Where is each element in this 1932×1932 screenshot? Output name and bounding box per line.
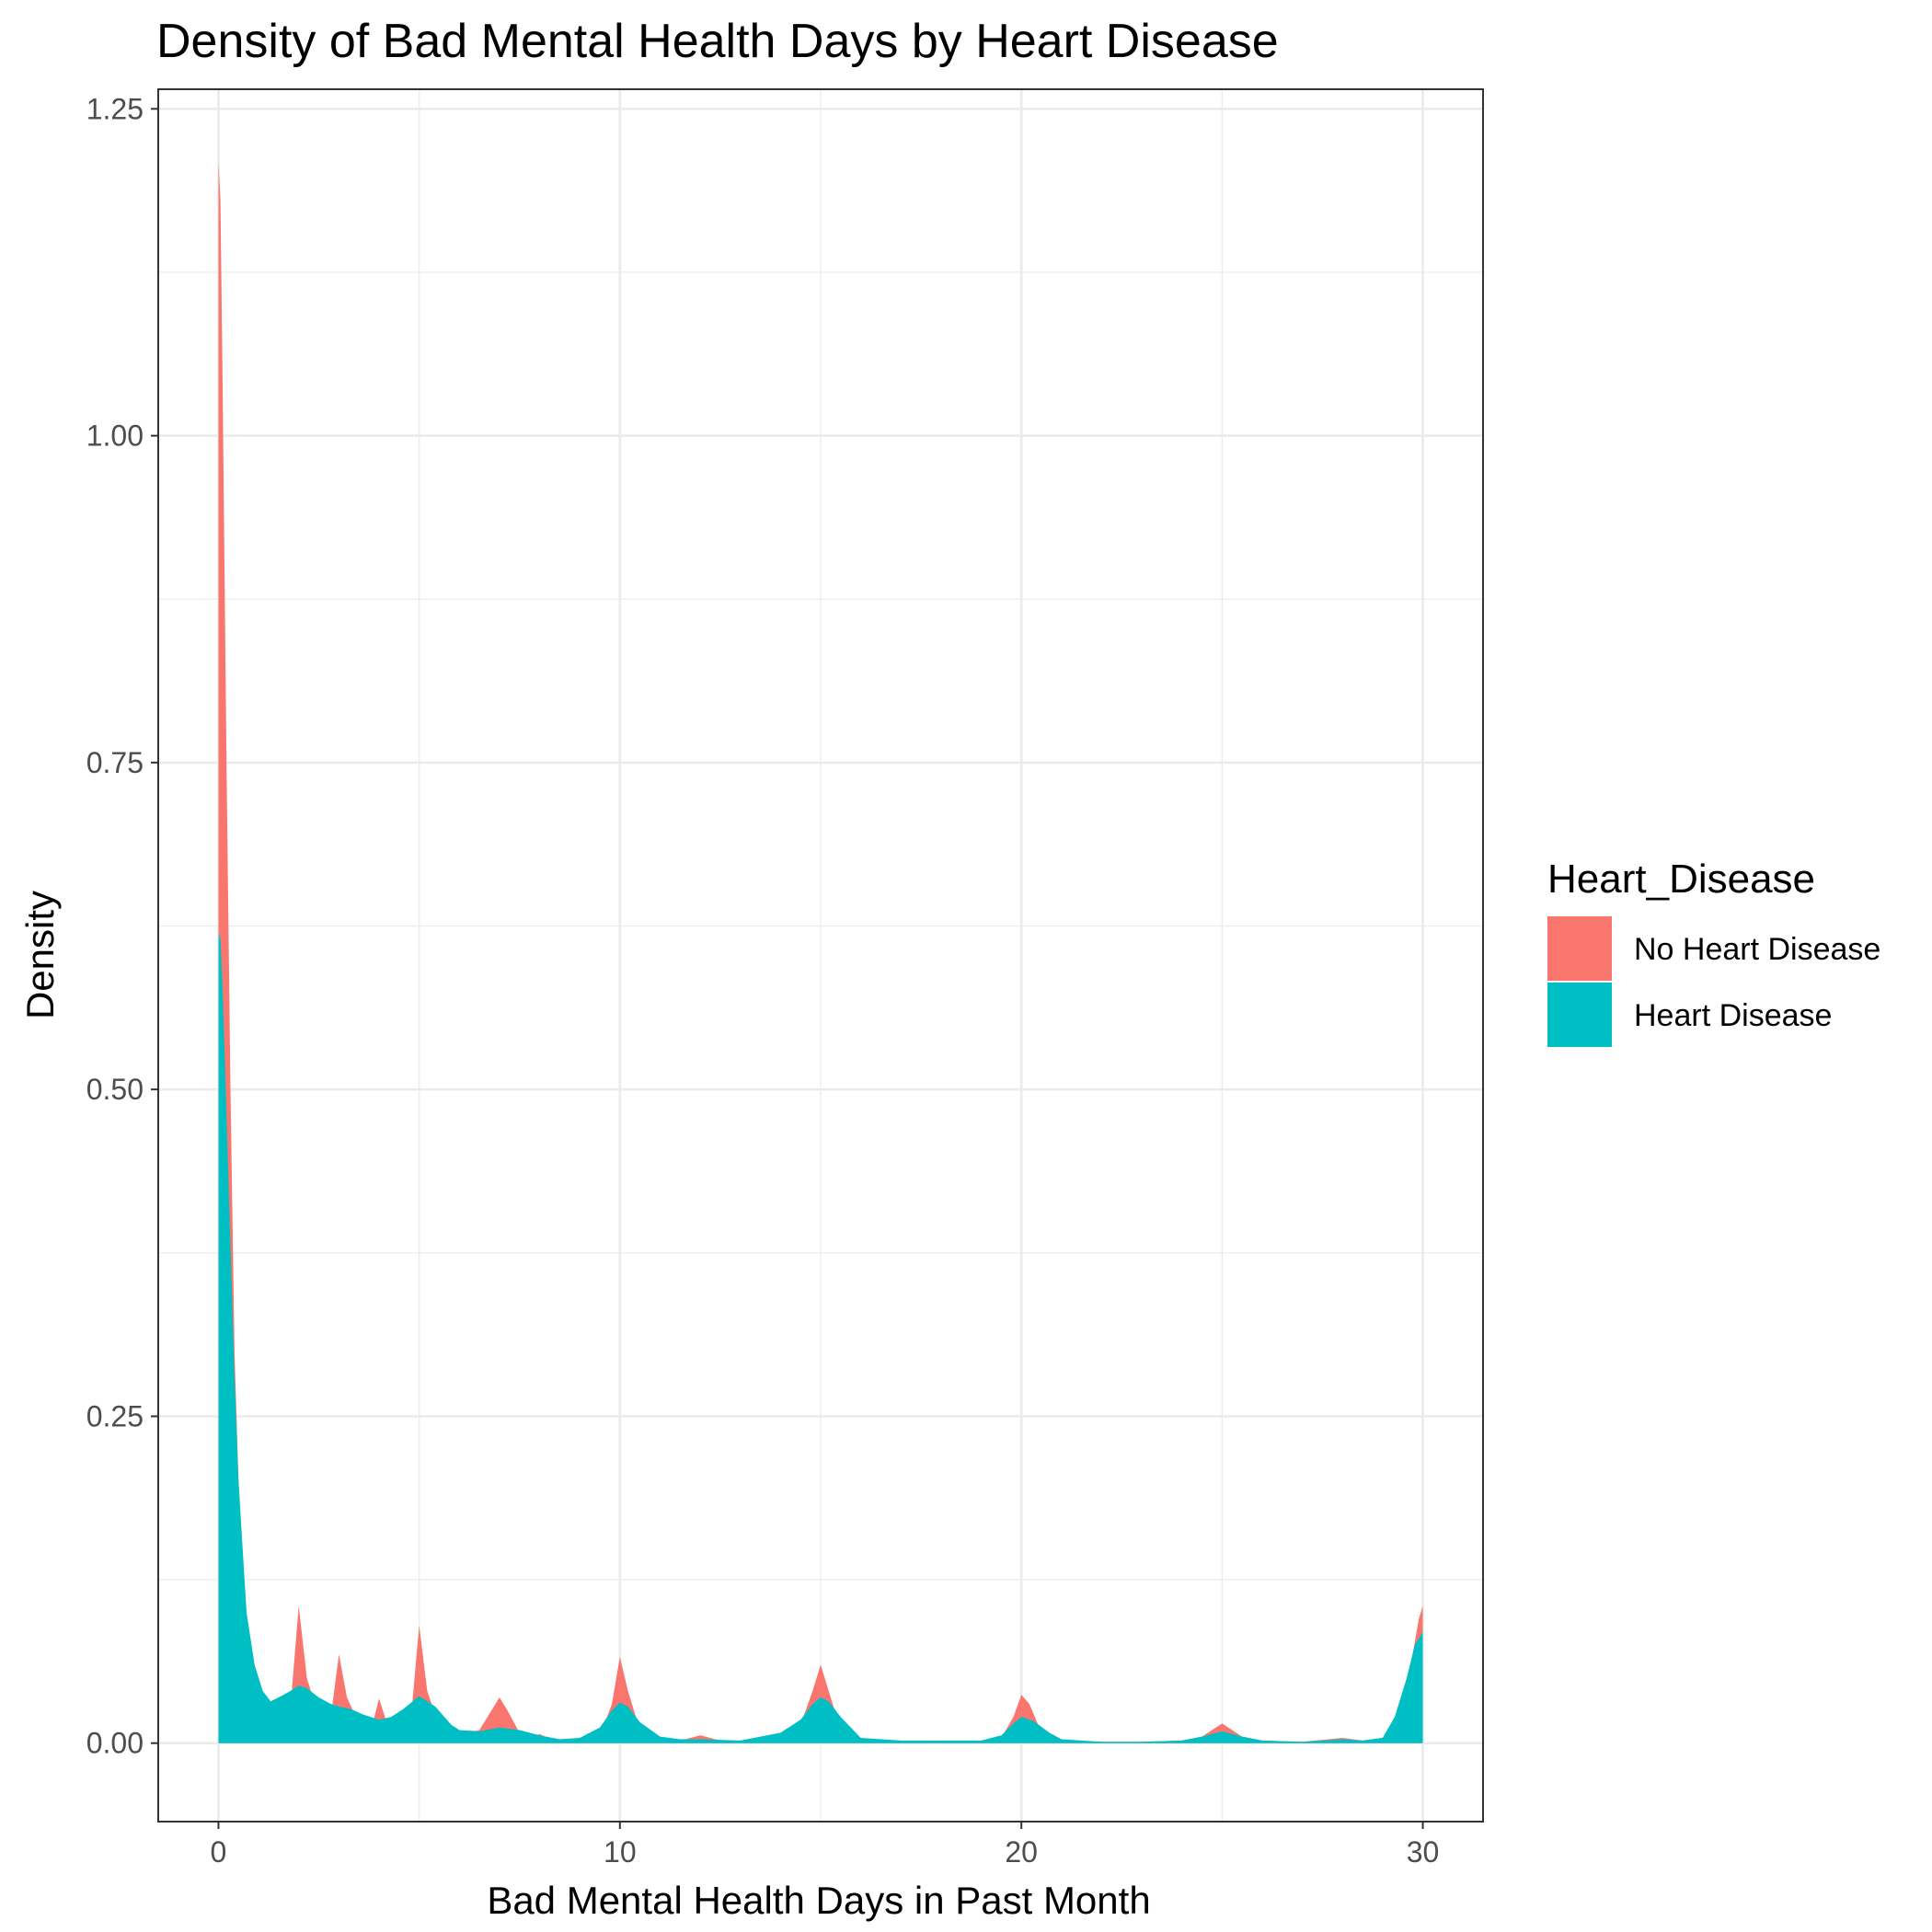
legend-items: No Heart Disease Heart Disease — [1547, 916, 1880, 1047]
x-tick-label: 0 — [211, 1835, 227, 1869]
minor-grid — [158, 89, 1483, 1822]
major-grid — [158, 89, 1483, 1822]
legend: Heart_Disease No Heart Disease Heart Dise… — [1547, 857, 1880, 1047]
y-tick-label: 1.25 — [86, 92, 144, 125]
x-tick-label: 30 — [1407, 1835, 1440, 1869]
legend-key-0 — [1547, 916, 1612, 981]
x-axis: 0 10 20 30 — [211, 1822, 1440, 1869]
x-tick-label: 10 — [604, 1835, 637, 1869]
panel-border — [157, 88, 1484, 1823]
y-axis: 0.00 0.25 0.50 0.75 1.00 1.25 — [86, 92, 158, 1760]
legend-key-1 — [1547, 983, 1612, 1047]
legend-title: Heart_Disease — [1547, 857, 1815, 902]
y-tick-label: 0.25 — [86, 1399, 144, 1432]
y-tick-label: 0.00 — [86, 1727, 144, 1760]
y-tick-label: 0.75 — [86, 746, 144, 779]
legend-label-0: No Heart Disease — [1634, 932, 1880, 967]
x-axis-title: Bad Mental Health Days in Past Month — [487, 1879, 1150, 1922]
y-tick-label: 1.00 — [86, 420, 144, 453]
x-tick-label: 20 — [1005, 1835, 1038, 1869]
y-axis-title: Density — [18, 891, 62, 1019]
chart-title: Density of Bad Mental Health Days by Hea… — [156, 15, 1279, 68]
legend-label-1: Heart Disease — [1634, 998, 1832, 1033]
y-tick-label: 0.50 — [86, 1073, 144, 1106]
